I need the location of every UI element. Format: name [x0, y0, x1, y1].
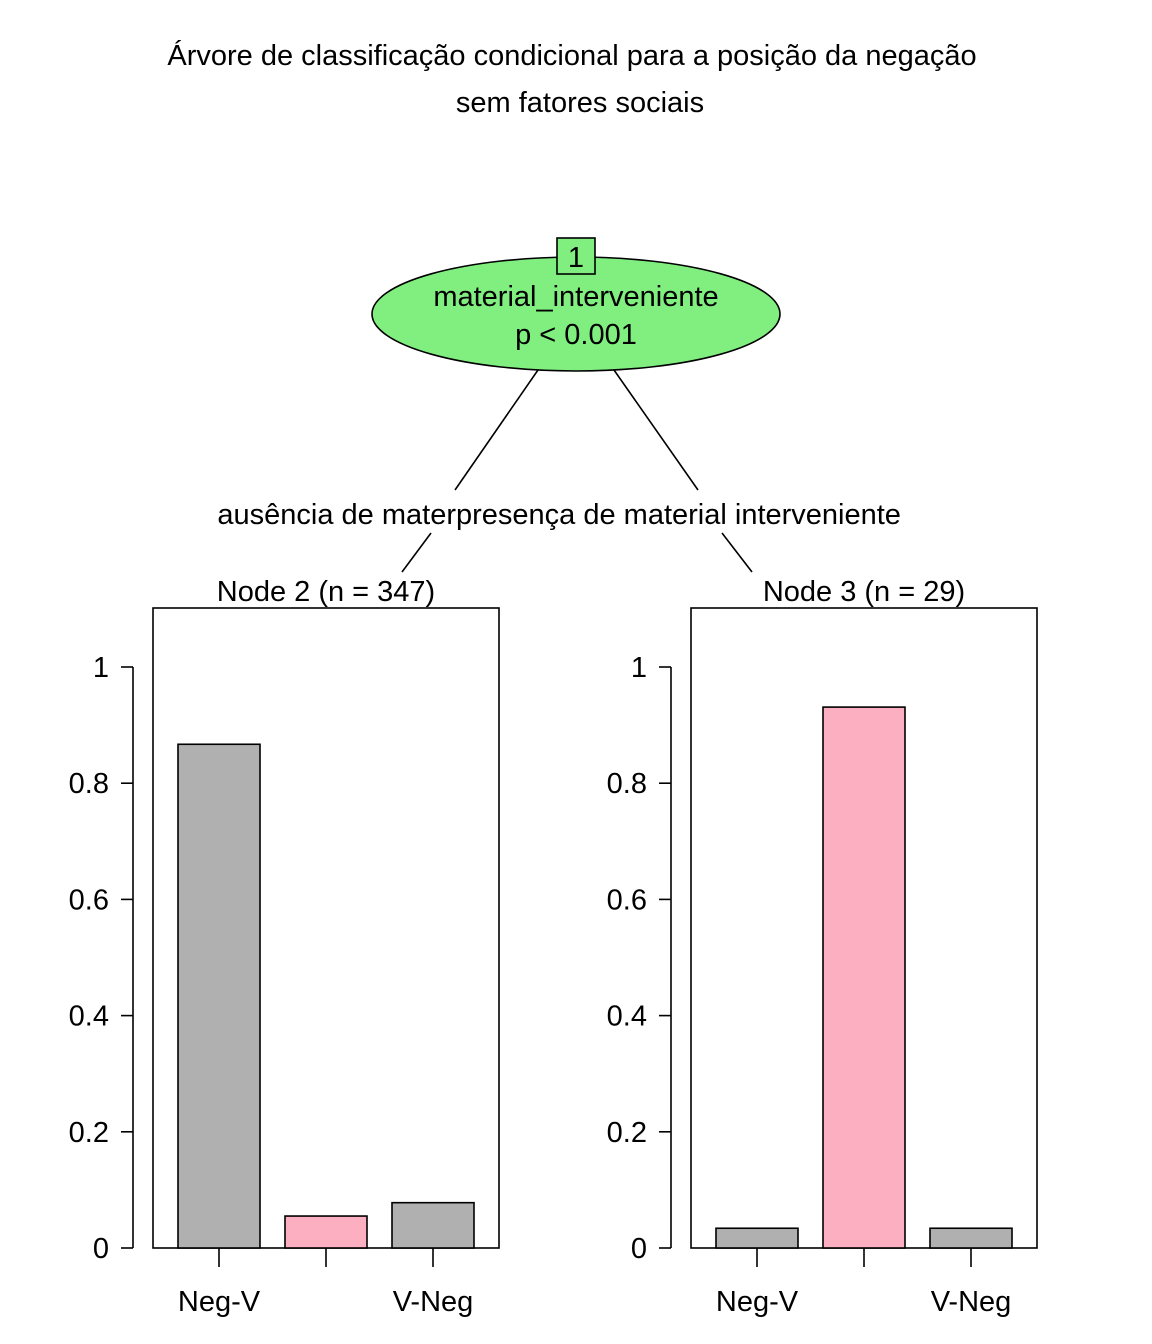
root-node-pvalue: p < 0.001 — [515, 319, 637, 351]
edge-right-lower — [721, 532, 753, 573]
bar-1 — [715, 1227, 799, 1249]
panel-title-node-2: Node 2 (n = 347) — [217, 576, 435, 608]
panel-title-node-3: Node 3 (n = 29) — [763, 576, 965, 608]
x-tick-label: Neg-V — [178, 1286, 261, 1318]
edge-label-right: presença de material interveniente — [456, 499, 901, 531]
y-tick-label: 0 — [93, 1233, 109, 1265]
root-node-id: 1 — [568, 242, 584, 274]
root-node-variable: material_interveniente — [433, 281, 718, 313]
terminal-node-panels: Node 2 (n = 347) 0 0.2 0.4 0.6 0.8 1 Neg-V V-Neg… — [69, 576, 1038, 1318]
y-tick-label: 0.6 — [607, 884, 647, 916]
y-tick-label: 0.4 — [69, 1001, 109, 1033]
chart-title-line-1: Árvore de classificação condicional para… — [167, 39, 976, 72]
chart-title-line-2: sem fatores sociais — [456, 87, 704, 119]
bar-3 — [391, 1201, 475, 1249]
edge-left-lower — [401, 532, 432, 573]
y-tick-label: 0.2 — [69, 1117, 109, 1149]
bar-1 — [177, 743, 261, 1249]
edge-left-upper — [454, 369, 539, 491]
y-tick-label: 1 — [631, 652, 647, 684]
bar-2 — [822, 706, 906, 1249]
y-tick-label: 0.4 — [607, 1001, 647, 1033]
edge-right-upper — [613, 369, 699, 491]
y-tick-label: 1 — [93, 652, 109, 684]
y-tick-label: 0.8 — [69, 768, 109, 800]
y-tick-label: 0.8 — [607, 768, 647, 800]
x-tick-label: Neg-V — [716, 1286, 799, 1318]
y-tick-label: 0 — [631, 1233, 647, 1265]
x-tick-label: V-Neg — [393, 1286, 474, 1318]
y-tick-label: 0.2 — [607, 1117, 647, 1149]
edge-label-left: ausência de mater — [217, 499, 456, 531]
y-tick-label: 0.6 — [69, 884, 109, 916]
x-tick-label: V-Neg — [931, 1286, 1012, 1318]
bar-2 — [284, 1215, 368, 1249]
root-node-id-box — [556, 237, 596, 275]
bar-3 — [929, 1227, 1013, 1249]
